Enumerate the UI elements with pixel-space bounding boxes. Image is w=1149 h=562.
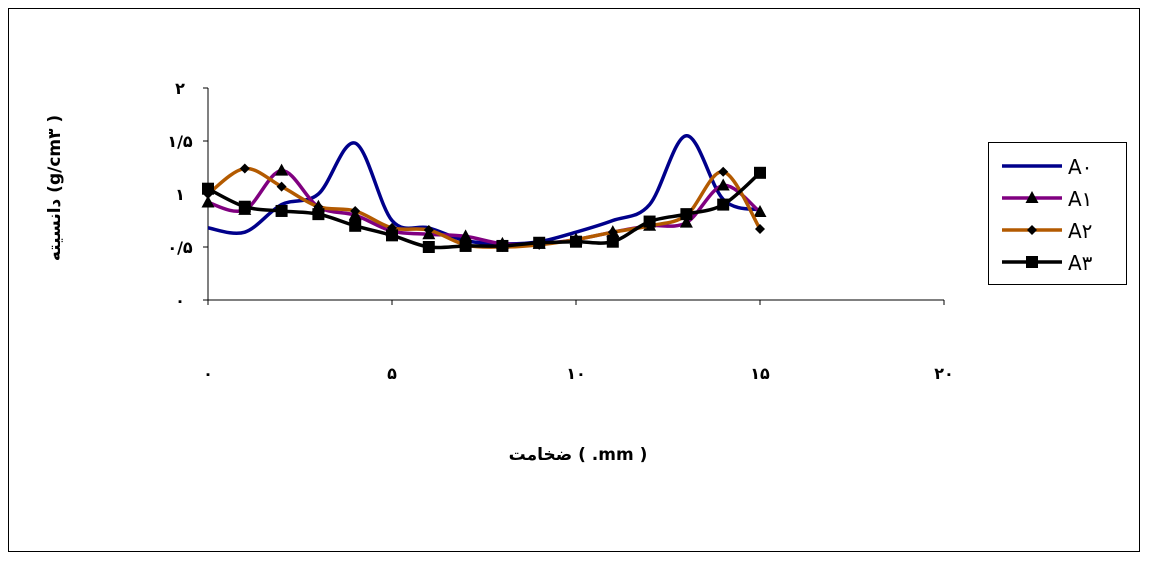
series-3-point bbox=[349, 219, 362, 232]
x-tick-label: ۰ bbox=[203, 364, 213, 383]
series-1-point bbox=[716, 178, 730, 191]
x-tick-label: ۵ bbox=[387, 364, 397, 383]
series-2-point bbox=[423, 225, 434, 236]
x-tick-label: ۱۰ bbox=[566, 364, 586, 383]
y-tick-label: ۱/۵ bbox=[167, 132, 193, 151]
legend-marker bbox=[1025, 191, 1039, 203]
series-3-point bbox=[533, 236, 546, 249]
x-tick-label: ۱۵ bbox=[750, 364, 770, 383]
y-tick-label: ۰ bbox=[175, 291, 185, 310]
series-3-point bbox=[386, 229, 398, 242]
series-1-point bbox=[201, 195, 215, 208]
series-3-point bbox=[570, 235, 582, 248]
series-1-point bbox=[275, 163, 289, 176]
series-3-point bbox=[422, 241, 435, 253]
y-axis-title: دانسیته (g/cm۳ ) bbox=[45, 115, 65, 261]
y-tick-label: ۲ bbox=[175, 79, 185, 98]
series-3-line bbox=[207, 171, 762, 250]
series-1-point bbox=[753, 205, 767, 218]
series-layer bbox=[201, 133, 767, 253]
series-3-point bbox=[680, 208, 693, 221]
series-2-point bbox=[755, 223, 765, 234]
series-3-point bbox=[312, 208, 325, 221]
series-2-point bbox=[350, 205, 361, 216]
series-3-point bbox=[459, 239, 472, 252]
legend-marker bbox=[1027, 225, 1037, 235]
series-3-point bbox=[202, 182, 214, 195]
axes: ۰۰/۵۱۱/۵۲۰ ۵ ۱۰ ۱۵ ۲۰ bbox=[167, 79, 953, 383]
series-3-point bbox=[606, 235, 619, 248]
series-3-point bbox=[275, 204, 288, 217]
x-tick-label: ۲۰ bbox=[934, 364, 954, 383]
x-axis-title: ضخامت ( .mm ) bbox=[509, 445, 648, 465]
chart-border bbox=[8, 8, 1140, 552]
legend-marker bbox=[1026, 256, 1038, 268]
series-3-point bbox=[496, 239, 509, 252]
series-3-point bbox=[717, 198, 730, 211]
legend-label: A۰ bbox=[1068, 155, 1092, 179]
series-2-point bbox=[239, 163, 250, 174]
y-tick-label: ۰/۵ bbox=[167, 238, 193, 257]
series-3-point bbox=[754, 166, 766, 179]
series-1-point bbox=[679, 215, 693, 228]
y-tick-label: ۱ bbox=[175, 185, 185, 204]
legend-label: A۳ bbox=[1068, 251, 1093, 275]
series-1-line bbox=[207, 168, 762, 247]
legend: A۰ A۱ A۲ A۳ bbox=[988, 142, 1127, 285]
legend-label: A۲ bbox=[1068, 219, 1092, 243]
series-3-point bbox=[238, 200, 251, 213]
series-1-point bbox=[459, 229, 473, 242]
legend-label: A۱ bbox=[1068, 187, 1092, 211]
series-2-point bbox=[718, 166, 729, 177]
series-3-point bbox=[643, 215, 656, 228]
series-2-point bbox=[276, 181, 287, 192]
series-3-group bbox=[202, 166, 766, 253]
series-2-point bbox=[607, 227, 618, 238]
